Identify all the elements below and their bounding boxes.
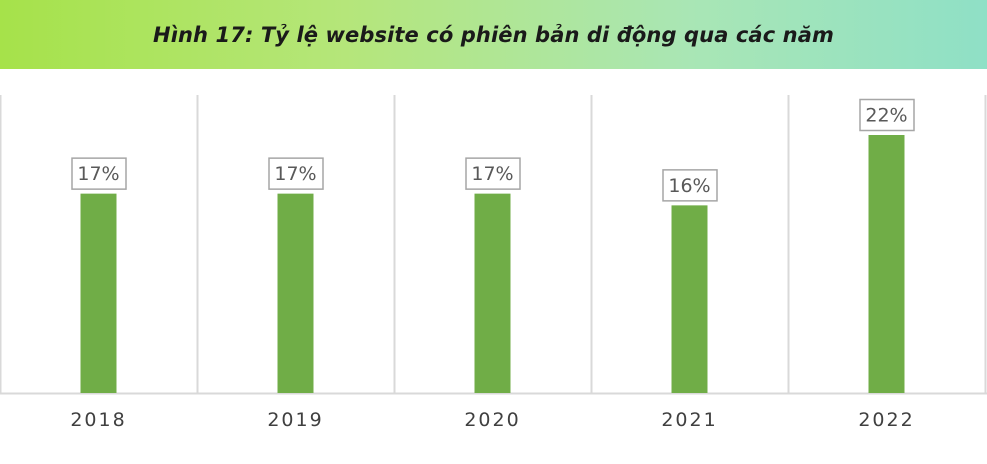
data-label: 17% [274, 163, 316, 185]
data-label-box [465, 157, 521, 190]
data-label: 17% [471, 163, 513, 185]
x-tick-label: 2021 [661, 409, 717, 431]
data-label-box [859, 98, 915, 132]
data-label: 22% [865, 105, 907, 127]
bar-2018 [80, 193, 117, 393]
bar-2021 [671, 205, 708, 393]
data-label-box [268, 157, 324, 190]
bar-2020 [474, 193, 511, 393]
data-label-box [71, 157, 127, 190]
x-tick-label: 2022 [858, 409, 914, 431]
x-tick-label: 2020 [464, 409, 520, 431]
data-label: 17% [77, 163, 119, 185]
bar-2019 [277, 193, 314, 393]
chart-area: 17% 2018 17% 2019 17% 2020 16% 2021 22% 2022 [0, 69, 987, 459]
bar-chart: 17% 2018 17% 2019 17% 2020 16% 2021 22% 2022 [0, 95, 987, 431]
x-tick-label: 2018 [70, 409, 126, 431]
title-banner: Hình 17: Tỷ lệ website có phiên bản di đ… [0, 0, 987, 69]
data-label-box [662, 169, 718, 202]
data-label: 16% [668, 175, 710, 197]
x-tick-label: 2019 [267, 409, 323, 431]
bar-2022 [868, 135, 905, 393]
chart-title: Hình 17: Tỷ lệ website có phiên bản di đ… [153, 22, 834, 47]
